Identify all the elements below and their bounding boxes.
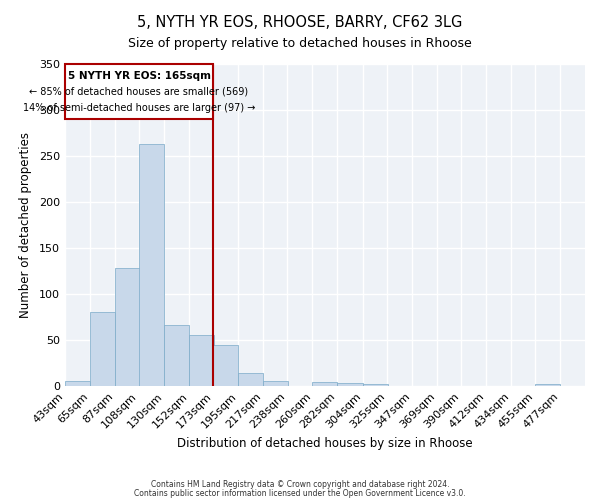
- Bar: [337, 384, 362, 386]
- Bar: [213, 345, 238, 386]
- Text: 5 NYTH YR EOS: 165sqm: 5 NYTH YR EOS: 165sqm: [68, 71, 211, 81]
- Bar: [313, 382, 337, 386]
- Y-axis label: Number of detached properties: Number of detached properties: [19, 132, 32, 318]
- Bar: [362, 384, 388, 386]
- Bar: [164, 326, 189, 386]
- Bar: [263, 380, 289, 386]
- Bar: [238, 374, 263, 386]
- Text: Size of property relative to detached houses in Rhoose: Size of property relative to detached ho…: [128, 38, 472, 51]
- Bar: [90, 312, 115, 386]
- X-axis label: Distribution of detached houses by size in Rhoose: Distribution of detached houses by size …: [177, 437, 473, 450]
- Bar: [189, 334, 214, 386]
- Bar: [65, 380, 90, 386]
- Text: 5, NYTH YR EOS, RHOOSE, BARRY, CF62 3LG: 5, NYTH YR EOS, RHOOSE, BARRY, CF62 3LG: [137, 15, 463, 30]
- Text: 14% of semi-detached houses are larger (97) →: 14% of semi-detached houses are larger (…: [23, 103, 255, 113]
- Bar: [139, 144, 164, 386]
- Text: Contains public sector information licensed under the Open Government Licence v3: Contains public sector information licen…: [134, 488, 466, 498]
- Bar: [535, 384, 560, 386]
- Text: Contains HM Land Registry data © Crown copyright and database right 2024.: Contains HM Land Registry data © Crown c…: [151, 480, 449, 489]
- Text: ← 85% of detached houses are smaller (569): ← 85% of detached houses are smaller (56…: [29, 86, 248, 97]
- FancyBboxPatch shape: [65, 64, 213, 119]
- Bar: [115, 268, 140, 386]
